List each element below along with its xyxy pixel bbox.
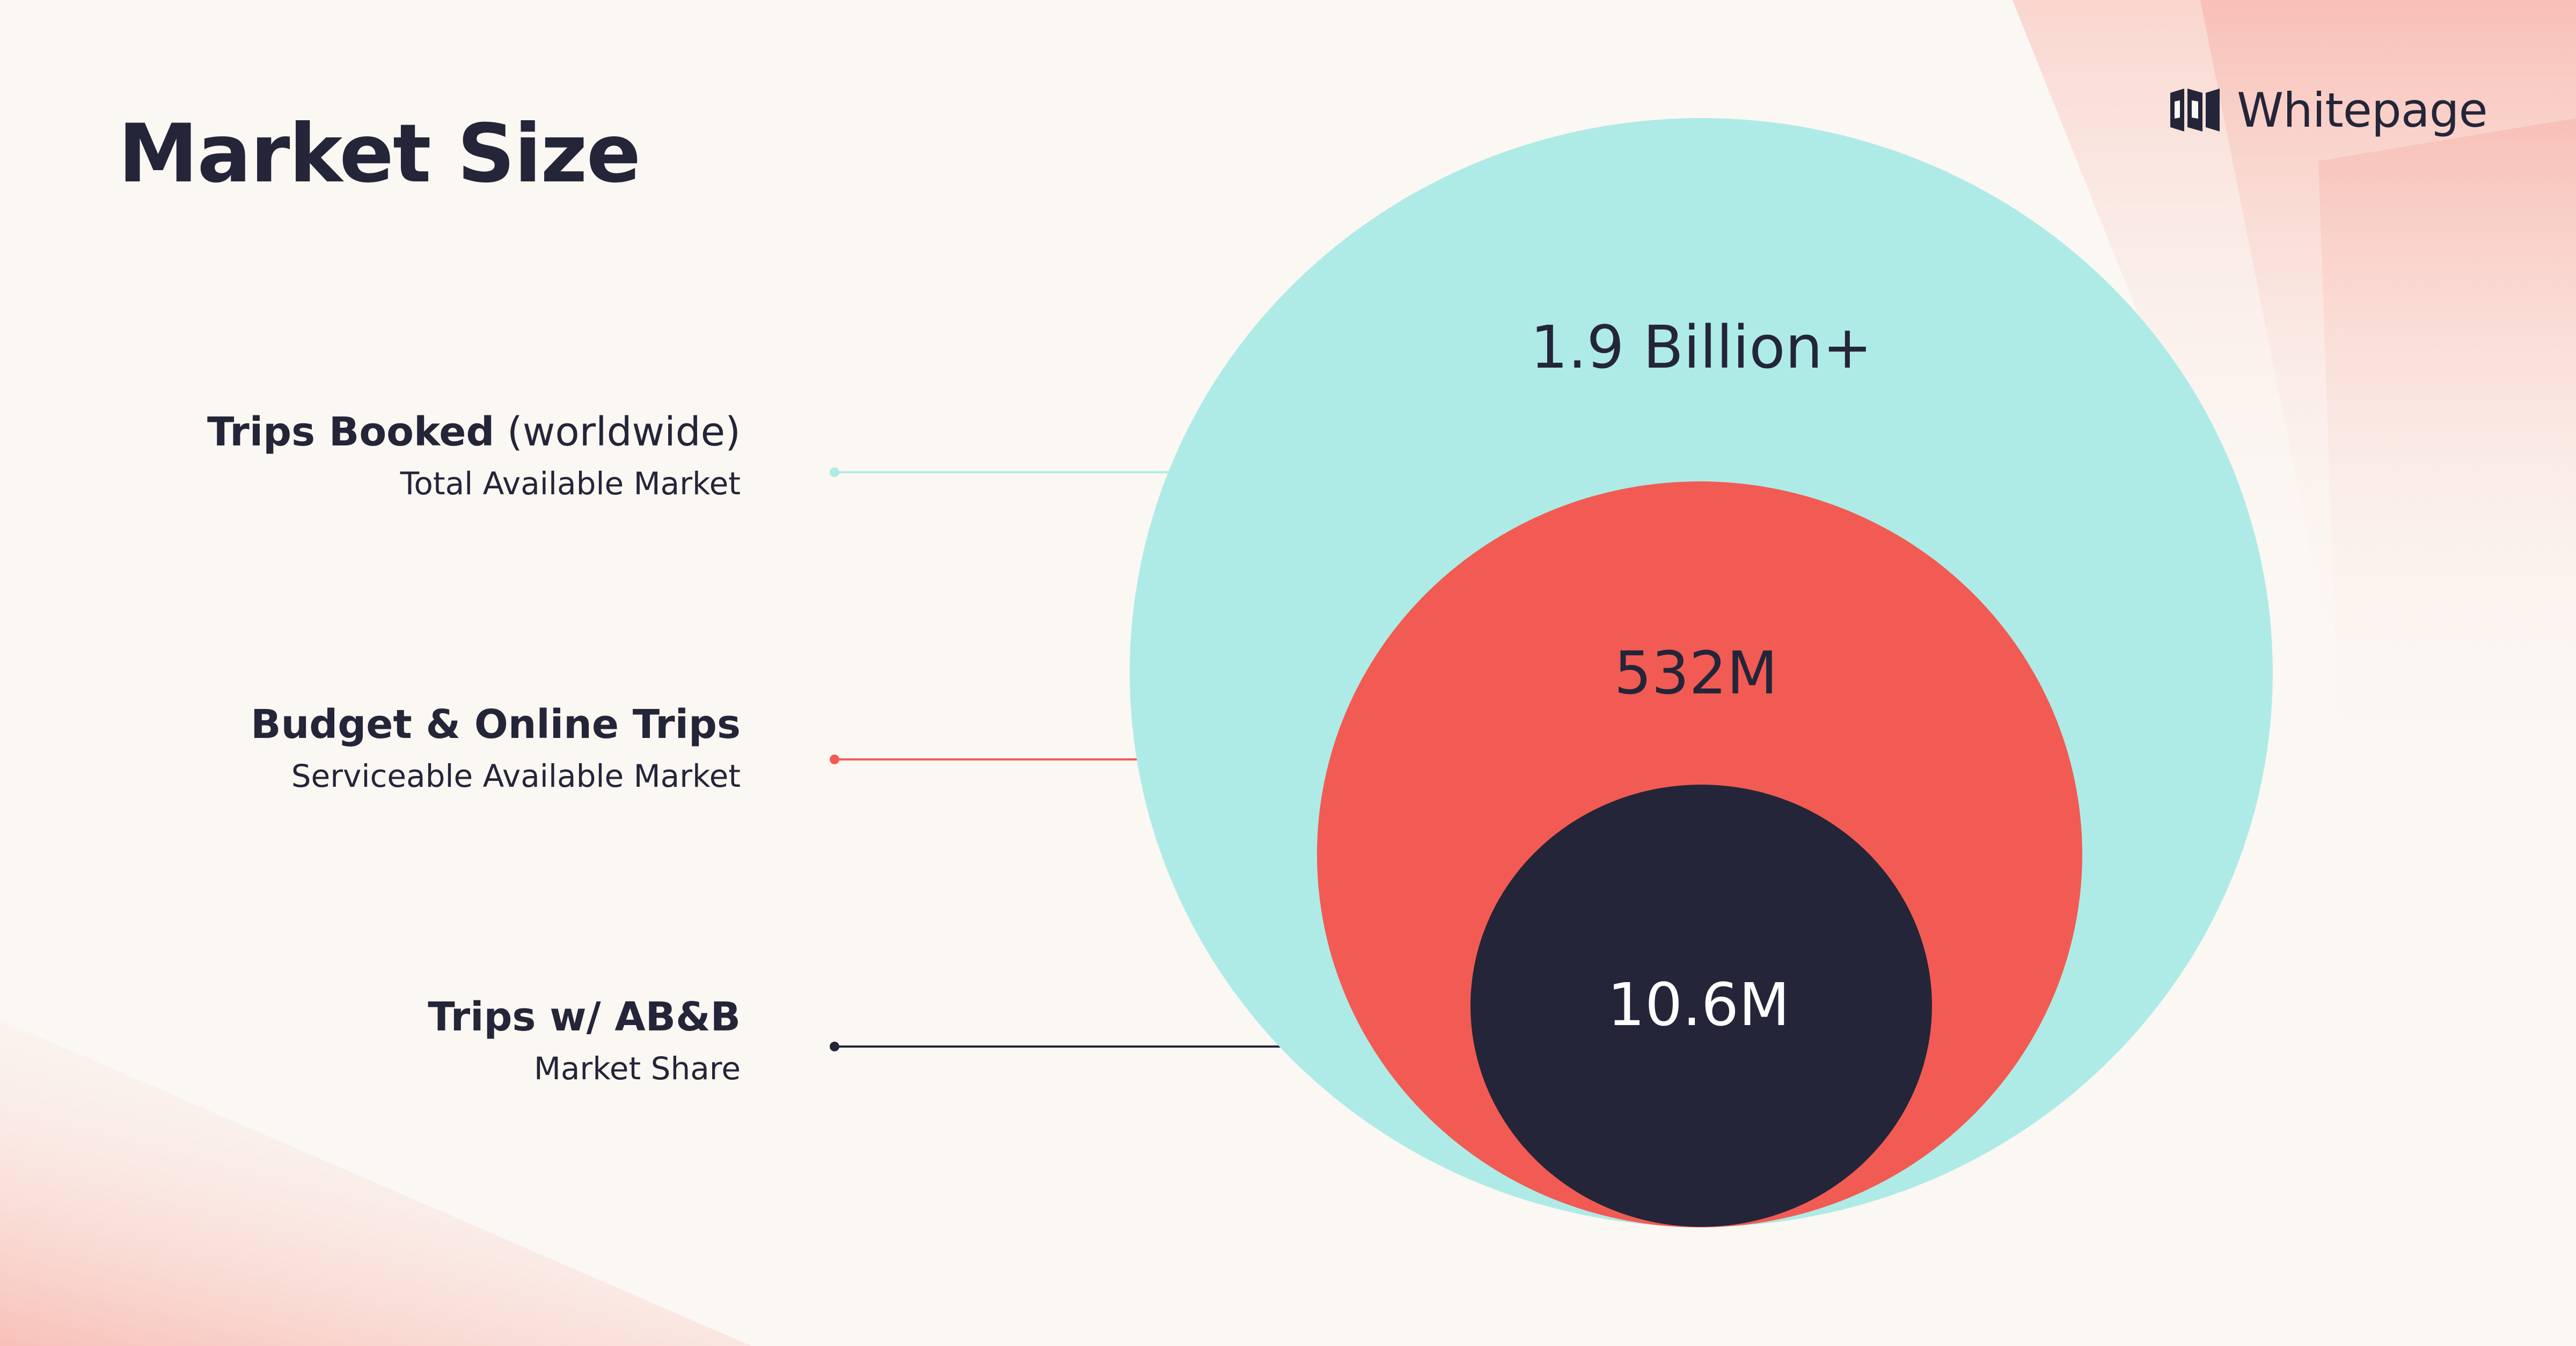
whitepage-logo-icon	[2170, 89, 2220, 131]
label-serviceable-available-market: Budget & Online Trips Serviceable Availa…	[251, 698, 741, 798]
value-market-share: 10.6M	[1607, 970, 1790, 1039]
logo: Whitepage	[2168, 81, 2488, 140]
bg-shape-top-right-3	[2318, 118, 2576, 805]
label-subtitle: Serviceable Available Market	[291, 758, 741, 794]
value-total-available-market: 1.9 Billion+	[1531, 313, 1872, 382]
label-qualifier: (worldwide)	[507, 409, 741, 455]
label-subtitle: Total Available Market	[400, 465, 741, 502]
connector-dot-sam	[830, 755, 839, 764]
label-market-share: Trips w/ AB&B Market Share	[428, 990, 741, 1090]
label-title: Trips Booked	[207, 409, 495, 455]
bg-shape-bottom-left	[0, 1020, 751, 1346]
label-title: Budget & Online Trips	[251, 701, 741, 748]
circle-market-share	[1470, 785, 1932, 1227]
value-serviceable-available-market: 532M	[1614, 639, 1778, 707]
label-title: Trips w/ AB&B	[428, 994, 741, 1040]
label-total-available-market: Trips Booked (worldwide) Total Available…	[207, 405, 741, 505]
connector-dot-tam	[830, 467, 839, 477]
label-subtitle: Market Share	[533, 1050, 741, 1087]
page-title: Market Size	[118, 107, 641, 201]
logo-text: Whitepage	[2237, 82, 2488, 138]
connector-dot-share	[830, 1042, 839, 1051]
